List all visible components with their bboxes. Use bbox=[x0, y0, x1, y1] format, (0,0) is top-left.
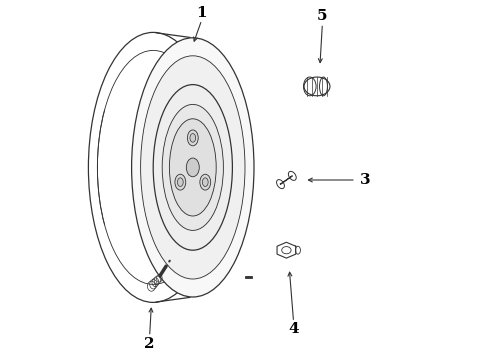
Ellipse shape bbox=[170, 119, 216, 216]
Ellipse shape bbox=[200, 174, 211, 190]
Text: 4: 4 bbox=[288, 323, 299, 336]
Ellipse shape bbox=[202, 178, 208, 186]
Ellipse shape bbox=[187, 130, 198, 146]
Text: 2: 2 bbox=[145, 337, 155, 351]
Ellipse shape bbox=[162, 104, 223, 230]
Ellipse shape bbox=[186, 158, 199, 177]
Ellipse shape bbox=[177, 178, 183, 186]
Ellipse shape bbox=[141, 56, 245, 279]
Ellipse shape bbox=[153, 85, 232, 250]
Ellipse shape bbox=[175, 174, 186, 190]
Ellipse shape bbox=[190, 134, 196, 142]
Text: 5: 5 bbox=[317, 9, 328, 23]
Text: 3: 3 bbox=[360, 173, 371, 187]
Ellipse shape bbox=[132, 38, 254, 297]
Text: 1: 1 bbox=[196, 6, 207, 19]
